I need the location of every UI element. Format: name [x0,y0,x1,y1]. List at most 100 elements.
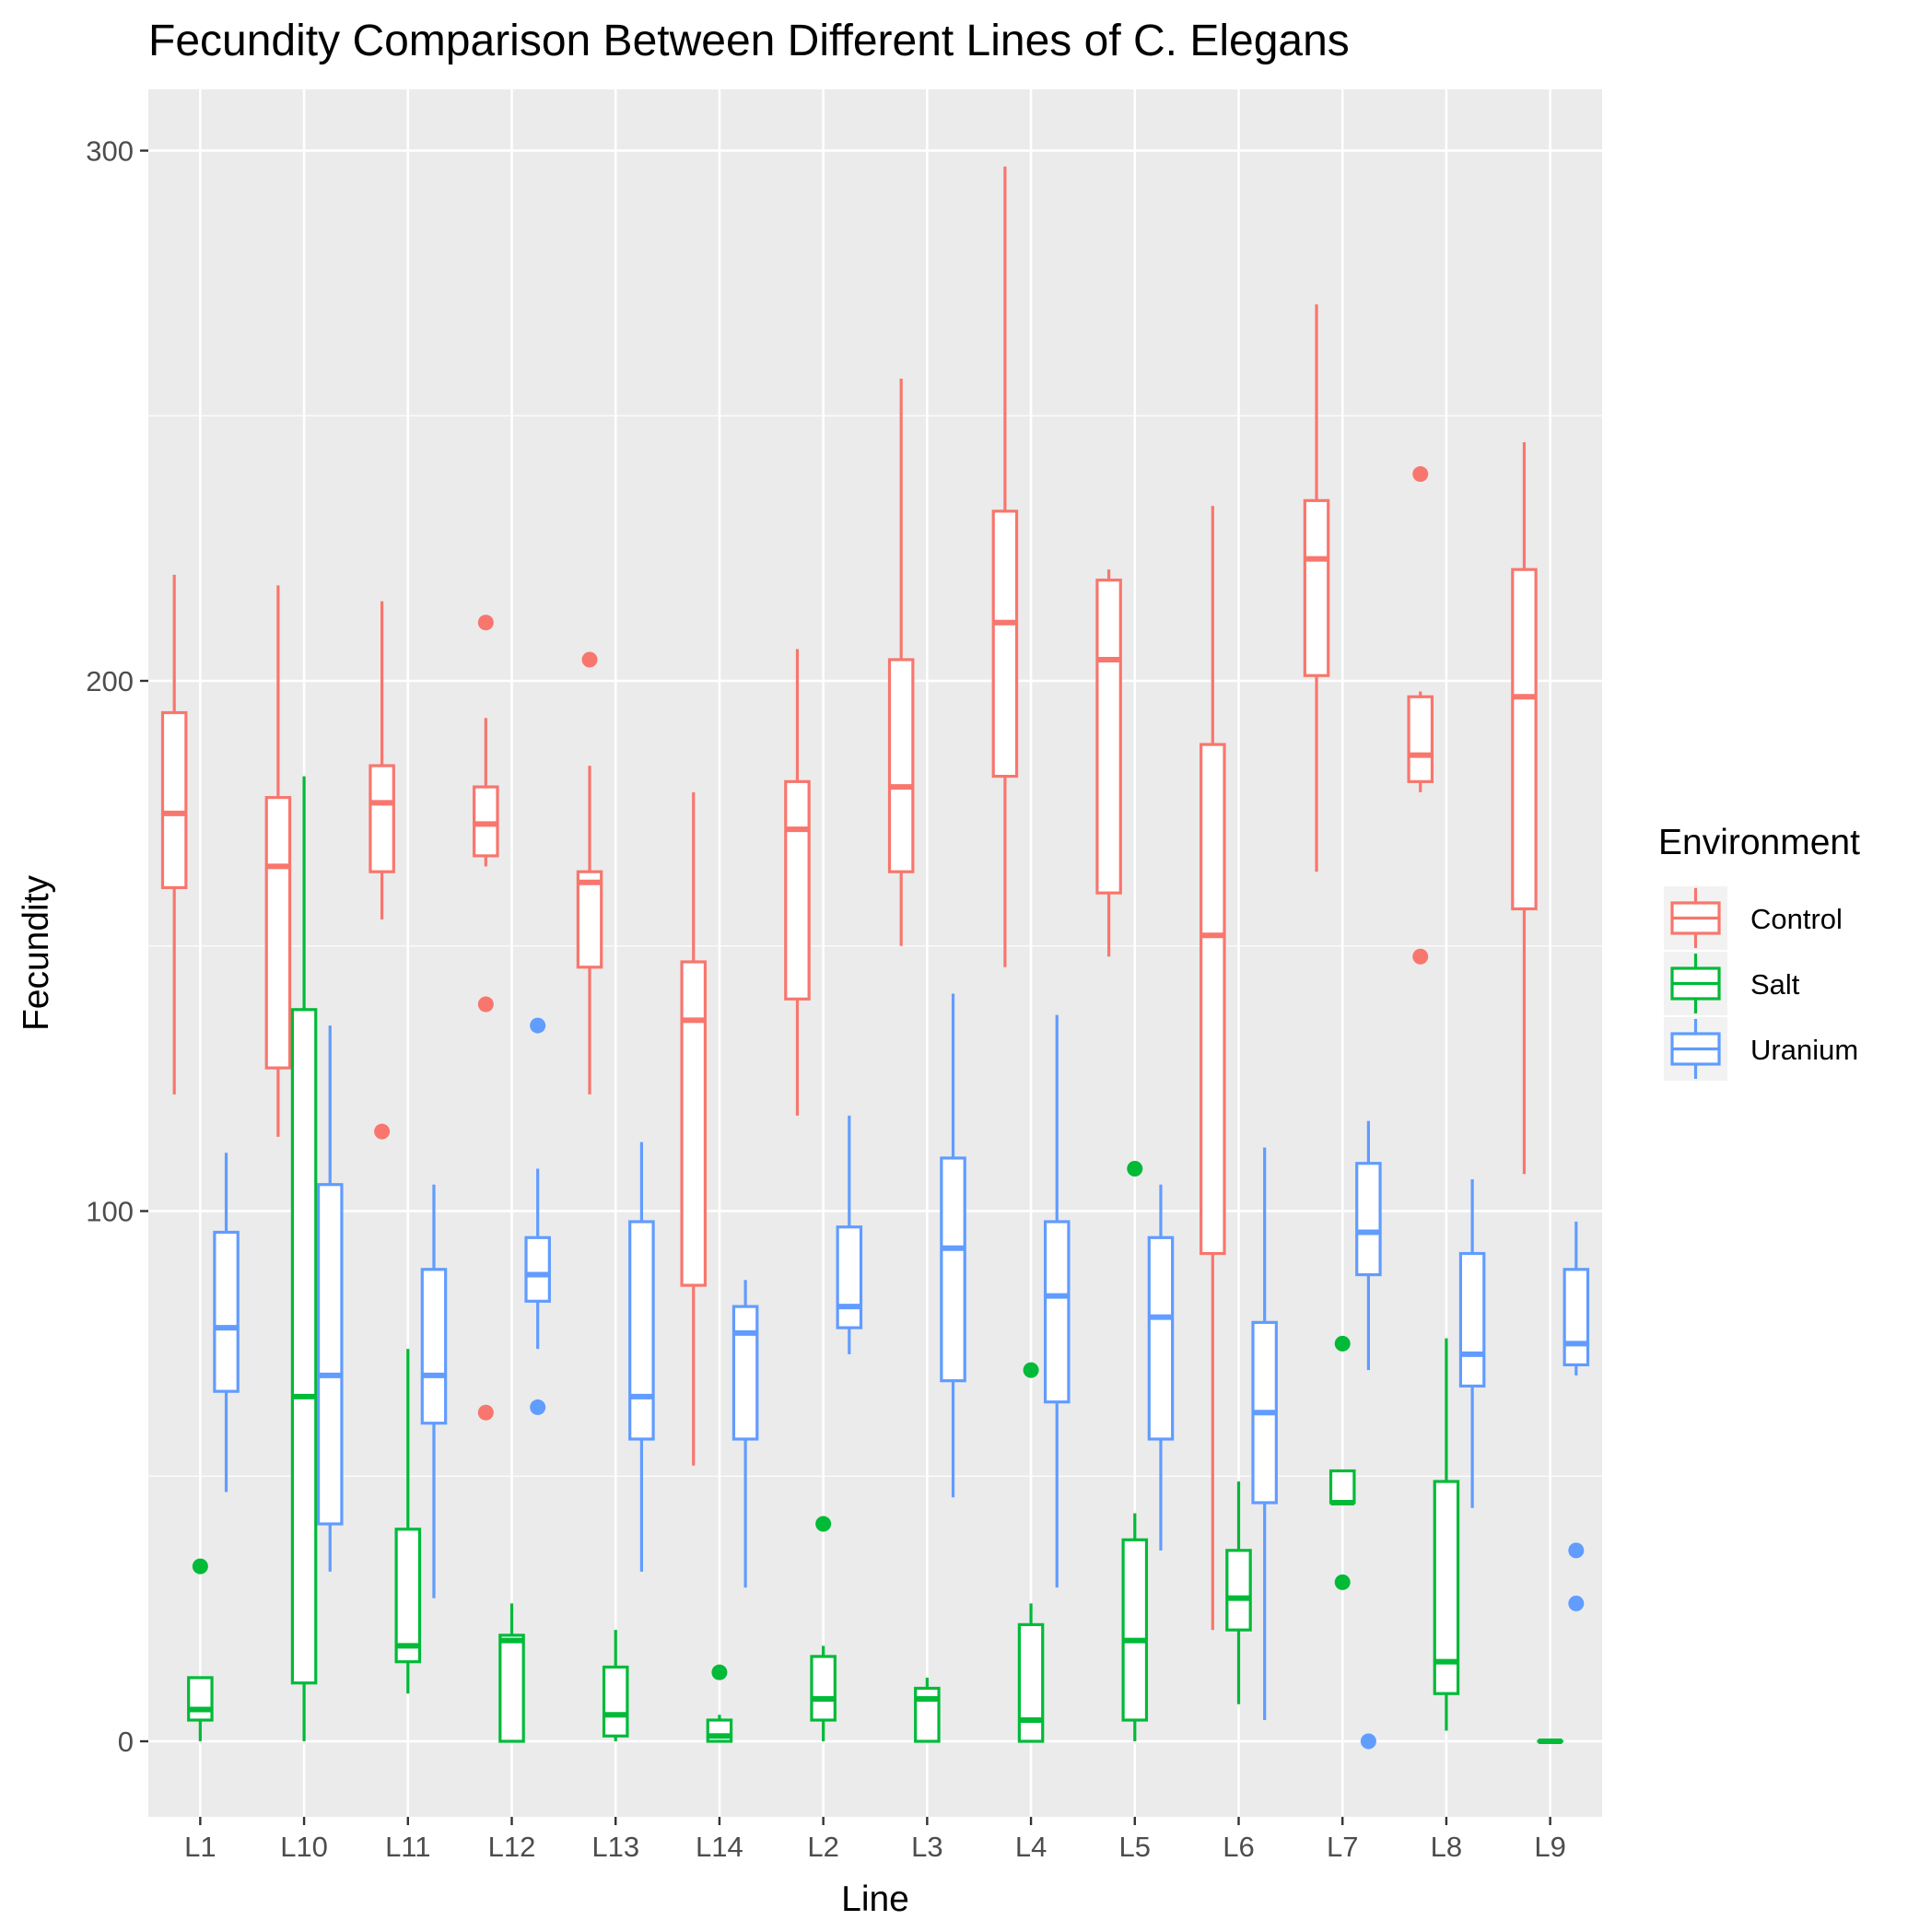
outlier-point [1568,1595,1585,1611]
legend-label: Uranium [1750,1034,1858,1066]
outlier-point [711,1664,728,1680]
x-tick-label: L13 [591,1831,639,1863]
box-control-l4 [991,166,1019,967]
box-uranium-l12 [524,1017,551,1415]
box-uranium-l6 [1251,1147,1278,1720]
box-iqr [1458,1251,1486,1388]
box-uranium-l10 [316,1025,344,1572]
box-iqr [316,1183,344,1526]
box-control-l8 [1407,466,1434,965]
outlier-point [530,1017,546,1034]
box-uranium-l9 [1562,1222,1590,1611]
outlier-point [1360,1733,1376,1750]
box-uranium-l2 [836,1115,863,1354]
outlier-point [815,1516,832,1532]
y-tick-label: 300 [86,135,134,168]
box-iqr [836,1225,863,1329]
box-iqr [680,960,708,1287]
minor-gridlines [148,415,1602,1477]
x-tick-label: L10 [280,1831,328,1863]
box-salt-l13 [602,1630,629,1741]
box-control-l14 [680,791,708,1466]
box-salt-l11 [394,1349,422,1694]
x-axis: L1 L10 L11 L12 L13 L14 L2 L3 L4 L5 L6 L7 L8 L9 [184,1817,1566,1863]
box-control-l7 [1303,304,1330,872]
legend-item-uranium: Uranium [1664,1017,1858,1081]
box-iqr [1328,1469,1356,1505]
outlier-point [1412,466,1429,483]
legend-item-salt: Salt [1664,952,1800,1015]
x-tick-label: L4 [1015,1831,1047,1863]
x-tick-label: L1 [184,1831,216,1863]
box-salt-l5 [1121,1160,1149,1741]
outlier-point [192,1558,208,1575]
x-tick-label: L14 [696,1831,743,1863]
series-salt [187,776,1563,1744]
box-salt-l14 [706,1664,733,1743]
box-iqr [576,870,603,969]
box-iqr [1562,1268,1590,1366]
outlier-point [1127,1160,1143,1177]
box-control-l9 [1511,442,1538,1175]
box-salt-l8 [1433,1338,1460,1731]
box-control-l5 [1095,569,1122,957]
box-uranium-l13 [628,1142,655,1572]
y-axis: 0 100 200 300 [86,135,148,1758]
box-control-l12 [473,615,499,1421]
x-tick-label: L7 [1327,1831,1358,1863]
x-tick-label: L2 [807,1831,838,1863]
box-uranium-l8 [1458,1178,1486,1508]
outlier-point [1023,1362,1039,1378]
x-tick-label: L12 [488,1831,536,1863]
box-iqr [524,1235,551,1303]
legend: Environment Control Salt Uranium [1658,823,1860,1081]
box-uranium-l3 [940,993,966,1498]
box-iqr [940,1156,966,1383]
box-salt-l10 [290,776,318,1741]
outlier-point [1334,1574,1351,1590]
box-iqr [160,710,188,890]
outlier-point [1412,948,1429,965]
box-iqr [1407,695,1434,783]
legend-label: Salt [1750,968,1800,1001]
outlier-point [1568,1542,1585,1559]
box-iqr [498,1633,525,1743]
box-iqr [991,509,1019,779]
box-iqr [731,1305,759,1441]
legend-item-control: Control [1664,886,1843,950]
box-salt-l7 [1328,1335,1356,1590]
y-tick-label: 0 [118,1726,134,1758]
outlier-point [581,651,598,668]
box-control-l6 [1200,506,1226,1631]
series-control [160,166,1538,1631]
boxplots [160,166,1590,1750]
box-uranium-l11 [420,1184,448,1598]
box-iqr [264,796,292,1070]
box-uranium-l14 [731,1280,759,1588]
outlier-point [477,1404,494,1421]
box-iqr [369,764,395,873]
box-iqr [1200,743,1226,1256]
box-iqr [1511,568,1538,911]
box-uranium-l5 [1147,1184,1175,1551]
outlier-point [1334,1335,1351,1352]
x-tick-label: L11 [385,1831,430,1863]
x-axis-title: Line [841,1879,909,1919]
x-tick-label: L3 [911,1831,942,1863]
box-uranium-l4 [1043,1014,1071,1588]
plot-panel [148,89,1602,1817]
box-iqr [1043,1220,1071,1404]
box-salt-l4 [1017,1362,1045,1743]
box-control-l1 [160,574,188,1095]
box-iqr [887,658,915,873]
x-tick-label: L5 [1119,1831,1151,1863]
box-iqr [1355,1162,1382,1277]
box-control-l10 [264,585,292,1137]
y-tick-label: 100 [86,1196,134,1228]
box-iqr [1303,498,1330,677]
box-salt-l12 [498,1603,525,1743]
legend-title: Environment [1658,823,1860,862]
box-iqr [290,1008,318,1685]
box-iqr [420,1268,448,1425]
